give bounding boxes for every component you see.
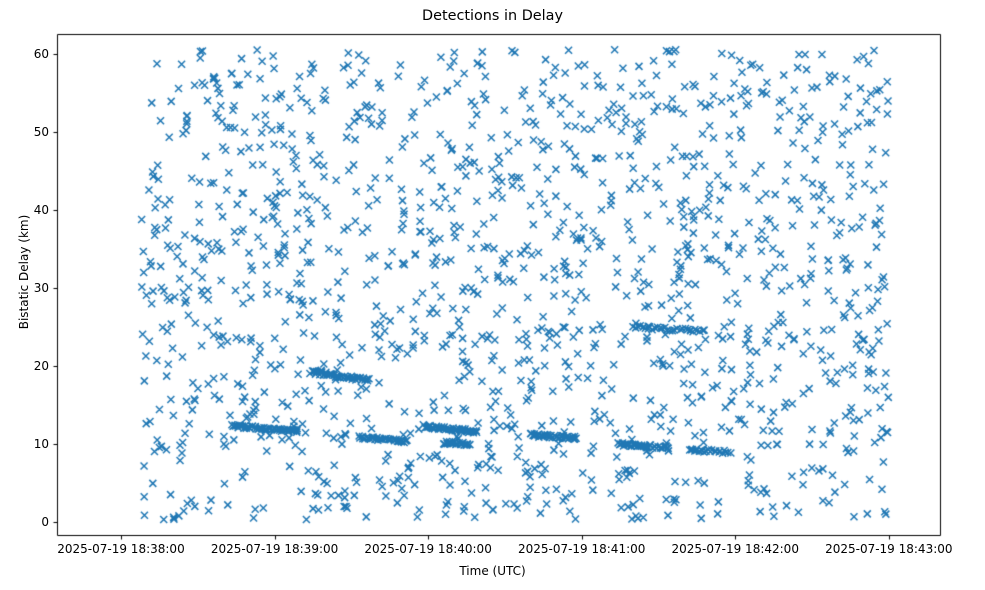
y-tick-label: 50: [33, 124, 49, 139]
y-tick-label: 10: [33, 437, 49, 452]
chart-title: Detections in Delay: [422, 8, 563, 24]
x-tick-label: 2025-07-19 18:42:00: [671, 542, 799, 556]
y-tick-label: 0: [41, 515, 49, 530]
y-axis-label: Bistatic Delay (km): [17, 214, 31, 330]
x-tick-label: 2025-07-19 18:43:00: [825, 542, 953, 556]
x-tick-label: 2025-07-19 18:41:00: [517, 542, 646, 556]
y-tick-label: 30: [33, 281, 49, 296]
y-tick-label: 40: [33, 202, 49, 217]
x-tick-label: 2025-07-19 18:38:00: [57, 542, 185, 556]
x-tick-label: 2025-07-19 18:39:00: [210, 542, 339, 556]
y-tick-label: 60: [33, 46, 49, 61]
x-axis-label: Time (UTC): [459, 564, 526, 578]
x-tick-label: 2025-07-19 18:40:00: [364, 542, 492, 556]
y-tick-label: 20: [33, 359, 49, 374]
